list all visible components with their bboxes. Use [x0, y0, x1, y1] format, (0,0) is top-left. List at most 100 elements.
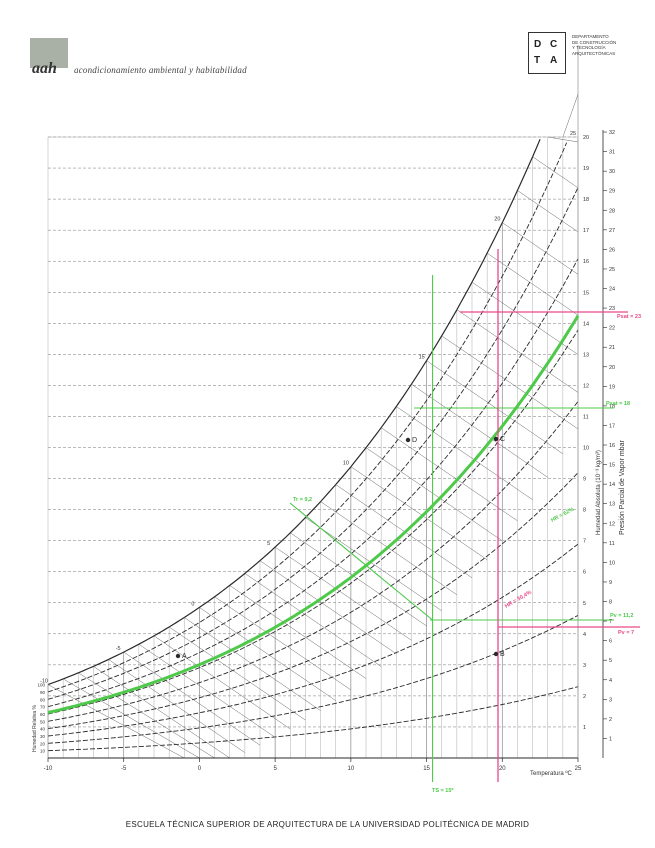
y2-tick-label: 27	[609, 228, 615, 234]
wet-bulb-line	[381, 427, 518, 521]
wet-bulb-line	[244, 573, 382, 667]
wet-bulb-line	[305, 517, 442, 611]
y2-tick-label: 9	[609, 580, 612, 586]
rh-curve-60	[47, 329, 579, 715]
wet-bulb-line	[199, 607, 336, 701]
dept-logo: D C T A	[528, 32, 566, 74]
point-c	[493, 436, 499, 442]
y-tick-label: 12	[583, 383, 589, 389]
wet-bulb-line	[290, 532, 427, 627]
y2-tick-label: 30	[609, 169, 615, 175]
y2-tick-label: 5	[609, 658, 612, 664]
dept-name: DEPARTAMENTO DE CONSTRUCCIÓN Y TECNOLOGÍ…	[572, 34, 642, 56]
y2-tick-label: 31	[609, 150, 615, 156]
wet-bulb-line	[259, 560, 397, 654]
point-b	[493, 651, 499, 657]
y2-tick-label: 29	[609, 189, 615, 195]
x-tick-label: 0	[198, 766, 202, 772]
dept-line: DEPARTAMENTO	[572, 34, 609, 39]
rh-label: 90	[40, 690, 46, 695]
y-axis-label: Humedad Absoluta (10⁻³ kg/m³)	[596, 450, 602, 535]
y2-tick-label: 1	[609, 736, 612, 742]
y2-tick-label: 20	[609, 365, 615, 371]
y2-tick-label: 19	[609, 384, 615, 390]
y2-tick-label: 11	[609, 541, 615, 547]
wet-bulb-label: 25	[570, 131, 576, 137]
wet-bulb-label: -5	[116, 646, 121, 652]
wet-bulb-line	[350, 466, 488, 560]
wet-bulb-line	[123, 651, 261, 746]
annotation-label: Psat = 18	[606, 401, 630, 407]
point-label: A	[182, 653, 187, 660]
y2-tick-label: 8	[609, 600, 612, 606]
rh-curve-70	[47, 258, 579, 708]
logo-mark: aah	[32, 60, 57, 77]
y2-tick-label: 13	[609, 502, 615, 508]
wet-bulb-line	[396, 406, 533, 500]
y-tick-label: 9	[583, 477, 586, 483]
wet-bulb-line	[138, 644, 276, 738]
wet-bulb-line	[47, 684, 185, 759]
wet-bulb-line	[411, 384, 548, 478]
point-label: D	[412, 437, 417, 444]
wet-bulb-label: 10	[343, 461, 349, 467]
left-axis-label: Humedad Relativa %	[32, 704, 38, 752]
wet-bulb-line	[532, 156, 579, 188]
y-tick-label: 6	[583, 570, 586, 576]
y2-tick-label: 17	[609, 423, 615, 429]
wet-bulb-line	[214, 596, 351, 691]
rh-label: 70	[40, 705, 46, 710]
y2-tick-label: 15	[609, 463, 615, 469]
x-tick-label: -5	[121, 766, 127, 772]
rh-label: 40	[40, 727, 46, 732]
x-tick-label: 5	[273, 766, 277, 772]
wet-bulb-line	[517, 190, 579, 233]
wet-bulb-line	[275, 546, 412, 641]
y-tick-label: 1	[583, 725, 586, 731]
chart-annotations: A B C D Tr = 9,2 TS = 15º Psat = 18 Pv = 11,2 Ps…	[47, 249, 641, 794]
chart-axes: -10 -5 0 5 10 15 20 251234567891011121314151617…	[37, 130, 615, 772]
rh-label: 10	[40, 749, 46, 754]
point-label: C	[500, 436, 505, 443]
rh-label: 80	[40, 697, 46, 702]
y-tick-label: 3	[583, 663, 586, 669]
y-tick-label: 20	[583, 135, 589, 141]
logo-block	[30, 38, 68, 68]
y2-tick-label: 14	[609, 482, 615, 488]
dept-letter-c: C	[550, 39, 560, 50]
dept-line: DE CONSTRUCCIÓN	[572, 39, 617, 45]
y-tick-label: 10	[583, 446, 589, 452]
rh-curve-80	[47, 187, 579, 700]
y2-tick-label: 32	[609, 130, 615, 136]
y2-tick-label: 18	[609, 404, 615, 410]
wet-bulb-line	[335, 484, 473, 578]
annotation-label: Pv = 7	[618, 630, 634, 636]
wet-bulb-line	[562, 94, 579, 138]
y-tick-label: 8	[583, 508, 586, 514]
point-label: B	[500, 651, 505, 658]
wet-bulb-label: 0	[191, 601, 194, 607]
wet-bulb-line	[108, 659, 245, 753]
dept-letter-d: D	[534, 39, 544, 50]
rh-label: 100	[37, 683, 45, 688]
y-tick-label: 11	[583, 414, 589, 420]
rh-curve-20	[47, 615, 579, 744]
rh-curve-90	[47, 142, 568, 693]
rh-label: 20	[40, 741, 46, 746]
y2-tick-label: 22	[609, 326, 615, 332]
y-tick-label: 2	[583, 694, 586, 700]
wet-bulb-line	[426, 360, 563, 454]
wet-bulb-line	[153, 635, 291, 730]
wet-bulb-line	[93, 666, 230, 759]
x-tick-label: 15	[423, 766, 430, 772]
y2-tick-label: 24	[609, 287, 615, 293]
y2-tick-label: 26	[609, 247, 615, 253]
wet-bulb-line	[502, 222, 579, 275]
wet-bulb-label: 20	[494, 217, 500, 223]
x-axis-label: Temperatura ºC	[530, 770, 573, 777]
y-tick-label: 18	[583, 197, 589, 203]
y2-tick-label: 16	[609, 443, 615, 449]
dept-letter-t: T	[534, 55, 543, 66]
y2-tick-label: 12	[609, 521, 615, 527]
annotation-label: Tr = 9,2	[293, 497, 312, 503]
